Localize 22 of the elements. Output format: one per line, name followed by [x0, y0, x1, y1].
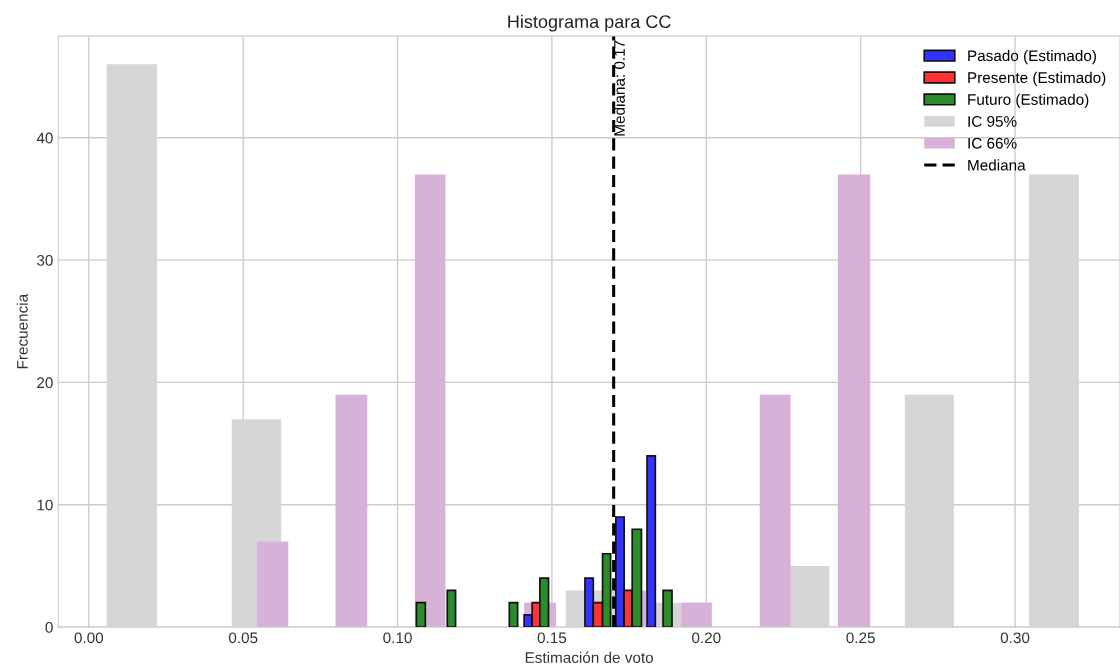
legend-label: Presente (Estimado): [968, 71, 1106, 87]
y-tick-label: 0: [45, 621, 53, 633]
chart-title: Histograma para CC: [508, 14, 671, 32]
y-tick-label: 10: [37, 499, 53, 511]
y-tick-label: 30: [36, 254, 53, 266]
x-axis-title: Estimación de voto: [525, 651, 654, 663]
x-tick-label: 0.30: [1000, 632, 1030, 644]
x-tick-label: 0.10: [383, 632, 412, 644]
legend-label: Mediana: [968, 159, 1026, 171]
x-tick-label: 0.25: [846, 632, 875, 644]
legend-label: IC 66%: [968, 137, 1017, 149]
legend-label: Futuro (Estimado): [968, 93, 1089, 108]
y-tick-label: 40: [36, 132, 53, 144]
legend-label: Pasado (Estimado): [968, 49, 1096, 65]
y-axis-title: Frecuencia: [16, 293, 28, 369]
x-tick-label: 0.20: [692, 632, 721, 644]
x-tick-label: 0.05: [228, 632, 258, 644]
x-tick-label: 0.15: [537, 632, 567, 644]
legend-label: IC 95%: [968, 115, 1017, 127]
y-tick-label: 20: [37, 377, 53, 389]
x-tick-label: 0.00: [74, 632, 104, 644]
annotation: Mediana: 0.17: [613, 40, 625, 136]
